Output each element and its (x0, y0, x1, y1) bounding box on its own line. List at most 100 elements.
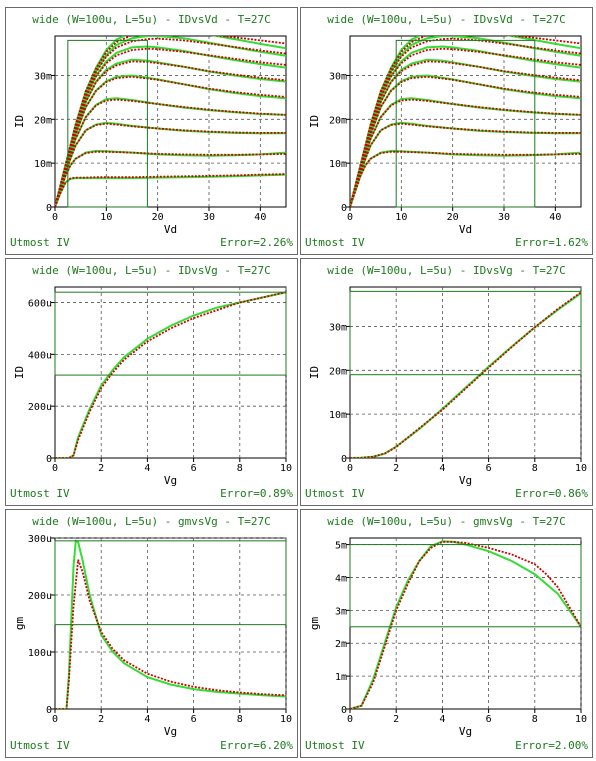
y-tick-label: 0 (46, 454, 52, 465)
x-tick-label: 6 (486, 714, 492, 725)
y-tick-label: 5m (335, 541, 347, 552)
x-tick-label: 2 (393, 463, 399, 474)
fit-window-rect (395, 39, 536, 208)
x-axis-label: Vg (164, 725, 177, 738)
x-tick-label: 40 (254, 212, 266, 223)
y-tick-label: 10m (34, 159, 52, 170)
x-axis-label: Vd (459, 223, 472, 236)
series-group (55, 291, 286, 458)
chart-panel-idvd-1: wide (W=100u, L=5u) - IDvsVd - T=27C 0 10… (5, 7, 298, 255)
error-label: Error=2.26% (220, 236, 293, 249)
tool-name-label: Utmost IV (305, 739, 365, 752)
chart-panel-idvg-1: wide (W=100u, L=5u) - IDvsVg - T=27C 0 2 4… (5, 258, 298, 506)
simulated-curve (55, 173, 286, 207)
chart-title: wide (W=100u, L=5u) - IDvsVd - T=27C (32, 13, 271, 26)
x-tick-label: 8 (237, 463, 243, 474)
x-tick-label: 40 (549, 212, 561, 223)
chart-title: wide (W=100u, L=5u) - IDvsVg - T=27C (327, 264, 566, 277)
tool-name-label: Utmost IV (10, 487, 70, 500)
y-tick-label: 0 (341, 454, 347, 465)
chart-title: wide (W=100u, L=5u) - gmvsVg - T=27C (327, 515, 566, 528)
error-label: Error=6.20% (220, 739, 293, 752)
simulated-curve (350, 36, 581, 207)
series-group (55, 539, 286, 709)
x-tick-label: 10 (100, 212, 112, 223)
tool-name-label: Utmost IV (305, 236, 365, 249)
y-tick-label: 0 (46, 705, 52, 716)
plot-frame (54, 35, 287, 208)
fit-window-rect (54, 291, 287, 376)
simulated-curve (350, 45, 581, 207)
x-tick-label: 10 (575, 463, 587, 474)
x-axis-label: Vd (164, 223, 177, 236)
chart-plot: 0 2 4 6 8 10 0 10m 20m 30m Vg ID (308, 286, 587, 487)
y-tick-label: 0 (341, 203, 347, 214)
x-tick-label: 30 (203, 212, 215, 223)
x-axis-label: Vg (459, 725, 472, 738)
measured-curve (55, 559, 286, 709)
simulated-curve (350, 149, 581, 207)
chart-plot: 0 2 4 6 8 10 0 1m 2m 3m 4m 5m Vg gm (308, 537, 587, 738)
tool-name-label: Utmost IV (305, 487, 365, 500)
x-tick-label: 0 (347, 463, 353, 474)
simulated-curve (350, 121, 581, 207)
simulated-curve (350, 36, 581, 207)
fit-window-rect (349, 290, 582, 376)
measured-curve (350, 150, 581, 207)
x-tick-label: 4 (144, 714, 150, 725)
y-tick-label: 3m (335, 606, 347, 617)
y-axis-label: ID (308, 115, 321, 128)
error-label: Error=1.62% (515, 236, 588, 249)
simulated-curve (350, 540, 581, 709)
plot-frame (54, 286, 287, 459)
measured-curve (350, 291, 581, 458)
x-tick-label: 2 (98, 714, 104, 725)
y-tick-label: 10m (329, 410, 347, 421)
x-tick-label: 8 (237, 714, 243, 725)
chart-plot: 0 10 20 30 40 0 10m 20m 30m Vd ID (308, 35, 582, 236)
series-group (350, 36, 581, 207)
chart-panel-gmvg-1: wide (W=100u, L=5u) - gmvsVg - T=27C 0 2 4… (5, 509, 298, 758)
fit-window-rect (54, 540, 287, 626)
chart-plot: 0 2 4 6 8 10 0 200u 400u 600u Vg ID (13, 286, 292, 487)
x-tick-label: 6 (191, 714, 197, 725)
y-tick-label: 0 (341, 705, 347, 716)
fit-window-rect (67, 39, 148, 208)
x-tick-label: 10 (280, 714, 292, 725)
chart-panel-gmvg-2: wide (W=100u, L=5u) - gmvsVg - T=27C 0 2 4… (300, 509, 593, 758)
simulated-curve (55, 36, 286, 207)
chart-title: wide (W=100u, L=5u) - gmvsVg - T=27C (32, 515, 271, 528)
y-tick-label: 400u (28, 350, 52, 361)
measured-curve (55, 150, 286, 207)
y-tick-label: 600u (28, 299, 52, 310)
plot-frame (349, 286, 582, 459)
tool-name-label: Utmost IV (10, 739, 70, 752)
x-tick-label: 8 (532, 463, 538, 474)
y-axis-label: gm (13, 617, 26, 631)
x-tick-label: 6 (191, 463, 197, 474)
measured-curve (55, 36, 286, 207)
series-group (350, 291, 581, 458)
y-tick-label: 100u (28, 648, 52, 659)
series-group (55, 36, 286, 207)
measured-curve (350, 98, 581, 207)
x-tick-label: 0 (52, 714, 58, 725)
y-tick-label: 20m (329, 366, 347, 377)
y-tick-label: 2m (335, 639, 347, 650)
x-axis-label: Vg (459, 474, 472, 487)
y-tick-label: 300u (28, 534, 52, 545)
y-tick-label: 30m (34, 71, 52, 82)
chart-plot: 0 2 4 6 8 10 0 100u 200u 300u Vg gm (13, 534, 292, 738)
y-axis-label: ID (308, 366, 321, 379)
y-tick-label: 30m (329, 322, 347, 333)
simulated-curve (55, 45, 286, 207)
x-axis-label: Vg (164, 474, 177, 487)
y-axis-label: ID (13, 366, 26, 379)
tool-name-label: Utmost IV (10, 236, 70, 249)
x-tick-label: 4 (439, 714, 445, 725)
y-tick-label: 0 (46, 203, 52, 214)
x-tick-label: 20 (447, 212, 459, 223)
measured-curve (350, 540, 581, 709)
y-tick-label: 200u (28, 402, 52, 413)
error-label: Error=2.00% (515, 739, 588, 752)
